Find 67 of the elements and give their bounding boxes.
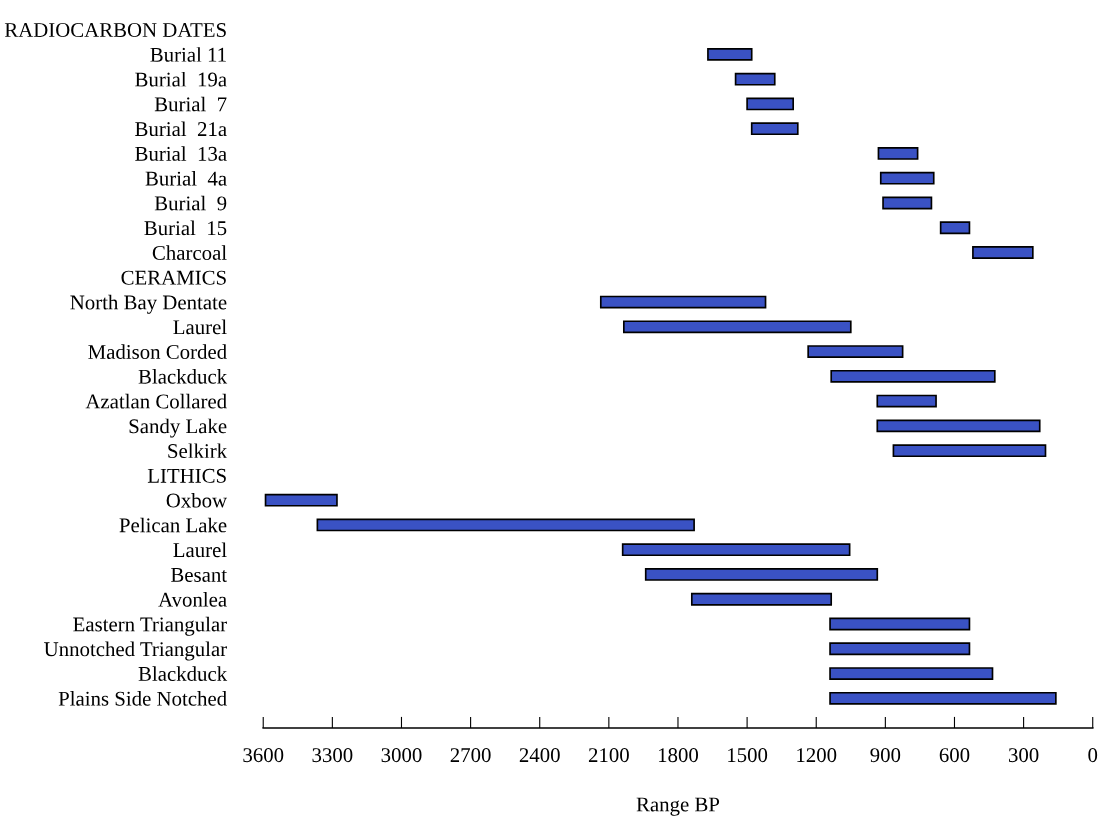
x-tick-label: 600 <box>939 748 970 763</box>
bar <box>892 444 1047 458</box>
y-tick-label: Besant <box>171 568 227 582</box>
y-tick-label: Plains Side Notched <box>58 691 227 706</box>
bar <box>316 518 695 532</box>
bar <box>644 568 879 581</box>
y-tick-label: North Bay Dentate <box>70 294 227 314</box>
bar <box>829 691 1057 705</box>
y-tick-label: RADIOCARBON DATES <box>4 23 226 38</box>
y-tick-label: Charcoal <box>152 245 227 260</box>
y-tick-label: Blackduck <box>138 369 228 384</box>
y-tick-label: Burial 9 <box>154 195 227 211</box>
bar <box>939 221 971 235</box>
y-tick-label: Eastern Triangular <box>73 616 227 636</box>
x-tick-label: 2100 <box>588 748 629 763</box>
y-tick-label: Burial 15 <box>144 220 227 236</box>
bar <box>879 171 935 185</box>
y-tick-label: CERAMICS <box>121 270 226 285</box>
y-tick-label: Madison Corded <box>88 344 227 359</box>
x-tick-label: 300 <box>1008 748 1039 763</box>
y-tick-label: Laurel <box>173 542 227 558</box>
y-tick-label: Laurel <box>173 319 227 335</box>
bar <box>807 345 904 358</box>
x-tick-label: 1200 <box>797 748 837 763</box>
bar <box>876 394 937 408</box>
x-tick-label: 0 <box>1088 748 1098 763</box>
x-tick-label: 3600 <box>243 748 284 763</box>
y-tick-label: Burial 7 <box>154 96 227 112</box>
bar <box>599 295 767 309</box>
x-tick-label: 1800 <box>658 748 699 763</box>
bar <box>829 617 971 631</box>
bar <box>734 72 776 86</box>
x-tick-label: 3000 <box>381 748 422 763</box>
bar <box>750 122 799 136</box>
x-tick-label: 2700 <box>450 748 491 763</box>
bar <box>830 369 996 383</box>
y-tick-label: Burial 13a <box>135 146 227 161</box>
bar <box>746 97 795 111</box>
bar <box>690 592 833 606</box>
x-tick-label: 1500 <box>728 748 768 763</box>
bar <box>621 543 851 557</box>
x-axis-title: Range BP <box>636 797 720 816</box>
x-tick-label: 900 <box>870 748 901 763</box>
y-tick-label: Sandy Lake <box>129 418 227 438</box>
bar <box>829 667 994 680</box>
bar <box>829 642 971 656</box>
bar <box>707 47 753 61</box>
bar <box>972 246 1034 259</box>
y-tick-label: LITHICS <box>147 468 226 483</box>
bar <box>264 493 338 507</box>
x-tick-label: 2400 <box>519 748 560 763</box>
y-tick-label: Oxbow <box>166 492 228 508</box>
bar <box>877 147 919 160</box>
bar <box>622 320 852 334</box>
y-tick-label: Burial 4a <box>145 170 227 186</box>
y-tick-label: Blackduck <box>138 666 228 681</box>
y-tick-label: Burial 21a <box>135 121 227 137</box>
x-tick-label: 3300 <box>312 748 353 763</box>
bar <box>876 419 1041 433</box>
y-tick-label: Unnotched Triangular <box>44 641 227 661</box>
y-tick-label: Azatlan Collared <box>85 393 227 409</box>
y-tick-label: Selkirk <box>168 443 228 459</box>
y-tick-label: Pelican Lake <box>119 517 227 533</box>
y-tick-label: Avonlea <box>158 592 227 607</box>
bar <box>882 196 933 210</box>
y-tick-label: Burial 11 <box>150 47 226 62</box>
y-tick-label: Burial 19a <box>135 71 227 87</box>
